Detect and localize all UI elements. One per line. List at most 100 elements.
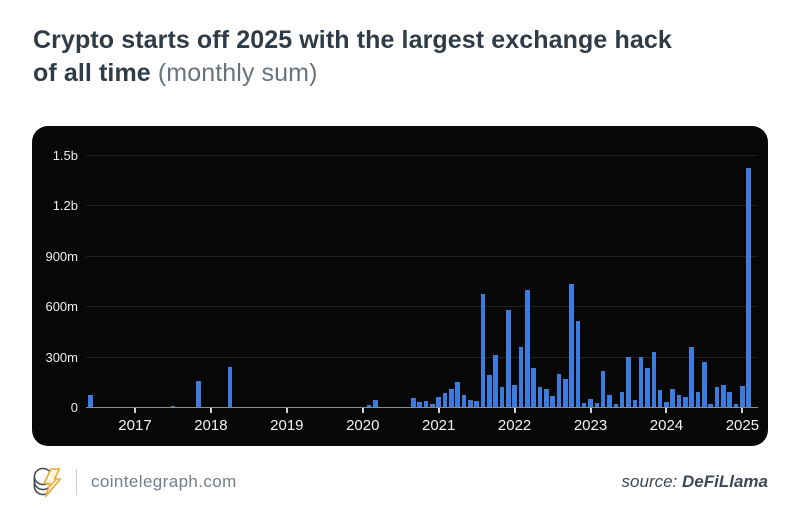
x-axis-year-label: 2025 xyxy=(725,417,760,434)
x-axis-year-label: 2019 xyxy=(270,417,304,434)
bar-2023-04 xyxy=(607,395,612,407)
x-axis-year-label: 2022 xyxy=(497,417,532,434)
title-line2: of all time xyxy=(33,59,151,87)
bar-2021-08 xyxy=(480,294,486,407)
footer-divider xyxy=(76,469,77,495)
bar-2024-09 xyxy=(714,387,720,407)
bar-2024-02 xyxy=(670,389,676,407)
bar-2021-05 xyxy=(461,395,467,407)
bar-2020-02 xyxy=(366,404,372,407)
y-axis-tick-label: 600m xyxy=(45,299,78,315)
bar-chart-plot: 1.5b 1.2b 900m 600m 300m 0 2017 2018 2019 2020 202… xyxy=(32,126,768,446)
bar-2018-04 xyxy=(227,366,233,407)
bar-2024-07 xyxy=(702,362,707,407)
bar-2020-10 xyxy=(417,402,422,407)
bar-2021-10 xyxy=(493,354,498,407)
bar-2023-12 xyxy=(657,390,663,407)
bar-2024-04 xyxy=(683,396,688,407)
bar-2020-09 xyxy=(411,397,416,407)
x-axis-line xyxy=(86,407,758,408)
bar-2023-03 xyxy=(600,370,606,407)
bar-2020-03 xyxy=(373,400,378,407)
y-axis-tick-label: 300m xyxy=(45,349,78,365)
bar-2022-09 xyxy=(562,379,568,407)
bar-2022-06 xyxy=(543,388,549,407)
gridline xyxy=(86,205,758,207)
gridline xyxy=(86,255,758,257)
bar-2024-11 xyxy=(727,391,733,407)
bar-2023-01 xyxy=(588,398,593,407)
bar-2021-06 xyxy=(468,400,473,407)
bar-2022-05 xyxy=(537,386,543,407)
source-credit: source: DeFiLlama xyxy=(622,472,768,492)
chart-panel: 1.5b 1.2b 900m 600m 300m 0 2017 2018 2019 2020 202… xyxy=(32,126,768,446)
x-axis-tick xyxy=(589,408,592,413)
footer-site-text: cointelegraph.com xyxy=(91,472,237,491)
gridline xyxy=(86,155,758,156)
x-axis-tick xyxy=(665,408,668,413)
footer: cointelegraph.com source: DeFiLlama xyxy=(0,458,800,506)
bar-2017-07 xyxy=(170,405,176,407)
bar-2021-07 xyxy=(474,401,479,407)
source-value: DeFiLlama xyxy=(682,472,768,491)
x-axis-tick xyxy=(437,408,440,413)
bar-2021-01 xyxy=(436,396,441,407)
bar-2024-03 xyxy=(676,395,682,407)
x-axis-year-label: 2020 xyxy=(346,417,380,434)
bar-2023-09 xyxy=(638,356,644,407)
x-axis-tick xyxy=(361,408,364,413)
y-axis-tick-label: 1.2b xyxy=(52,198,78,214)
y-axis-tick-label: 900m xyxy=(45,248,78,264)
bar-2020-12 xyxy=(430,403,435,407)
bar-2023-11 xyxy=(651,351,657,407)
bar-2024-06 xyxy=(695,391,701,407)
bar-2021-04 xyxy=(455,381,460,407)
title-line1: Crypto starts off 2025 with the largest … xyxy=(33,26,672,54)
bar-2022-07 xyxy=(550,396,555,407)
bar-2021-02 xyxy=(442,392,448,407)
bar-2022-01 xyxy=(512,385,517,407)
bar-2022-08 xyxy=(556,374,562,407)
x-axis-tick xyxy=(133,408,136,413)
bar-2023-07 xyxy=(626,356,631,407)
bar-2023-10 xyxy=(645,367,650,407)
bar-2023-08 xyxy=(632,400,638,407)
bar-2021-09 xyxy=(487,375,492,407)
x-axis-tick xyxy=(209,408,212,413)
x-axis-tick xyxy=(285,408,288,413)
y-axis-tick-label: 0 xyxy=(70,400,78,415)
bar-2023-02 xyxy=(594,402,600,407)
bar-2017-11 xyxy=(195,380,201,407)
x-axis-year-label: 2021 xyxy=(421,417,456,434)
bar-2022-02 xyxy=(518,346,524,407)
bar-2016-06 xyxy=(88,395,93,407)
x-axis-year-label: 2017 xyxy=(118,417,152,434)
brand-block: cointelegraph.com xyxy=(32,466,237,499)
bar-2022-03 xyxy=(524,290,530,407)
x-axis-year-label: 2024 xyxy=(649,417,684,434)
cointelegraph-logo-icon xyxy=(32,466,62,499)
bar-2022-11 xyxy=(575,321,581,407)
bar-2022-12 xyxy=(581,402,587,407)
bar-2024-05 xyxy=(689,347,695,407)
bar-2021-11 xyxy=(499,386,505,407)
x-axis-tick xyxy=(513,408,516,413)
bar-2024-08 xyxy=(708,403,714,407)
y-axis-tick-label: 1.5b xyxy=(52,148,78,163)
gridline xyxy=(86,306,758,308)
bar-2024-01 xyxy=(664,401,669,407)
bar-2023-05 xyxy=(613,404,619,407)
bar-2025-02 xyxy=(746,168,751,407)
gridline xyxy=(86,356,758,358)
bar-2022-04 xyxy=(531,367,536,407)
bar-2022-10 xyxy=(569,283,574,407)
x-axis-year-label: 2018 xyxy=(194,417,228,434)
bar-2023-06 xyxy=(619,391,625,407)
bar-2021-12 xyxy=(505,310,511,407)
x-axis-year-label: 2023 xyxy=(573,417,608,434)
title-subtitle: (monthly sum) xyxy=(150,59,318,87)
bar-2024-10 xyxy=(721,385,726,407)
x-axis-tick xyxy=(741,408,744,413)
page-title: Crypto starts off 2025 with the largest … xyxy=(33,24,753,90)
bar-2021-03 xyxy=(449,388,454,407)
